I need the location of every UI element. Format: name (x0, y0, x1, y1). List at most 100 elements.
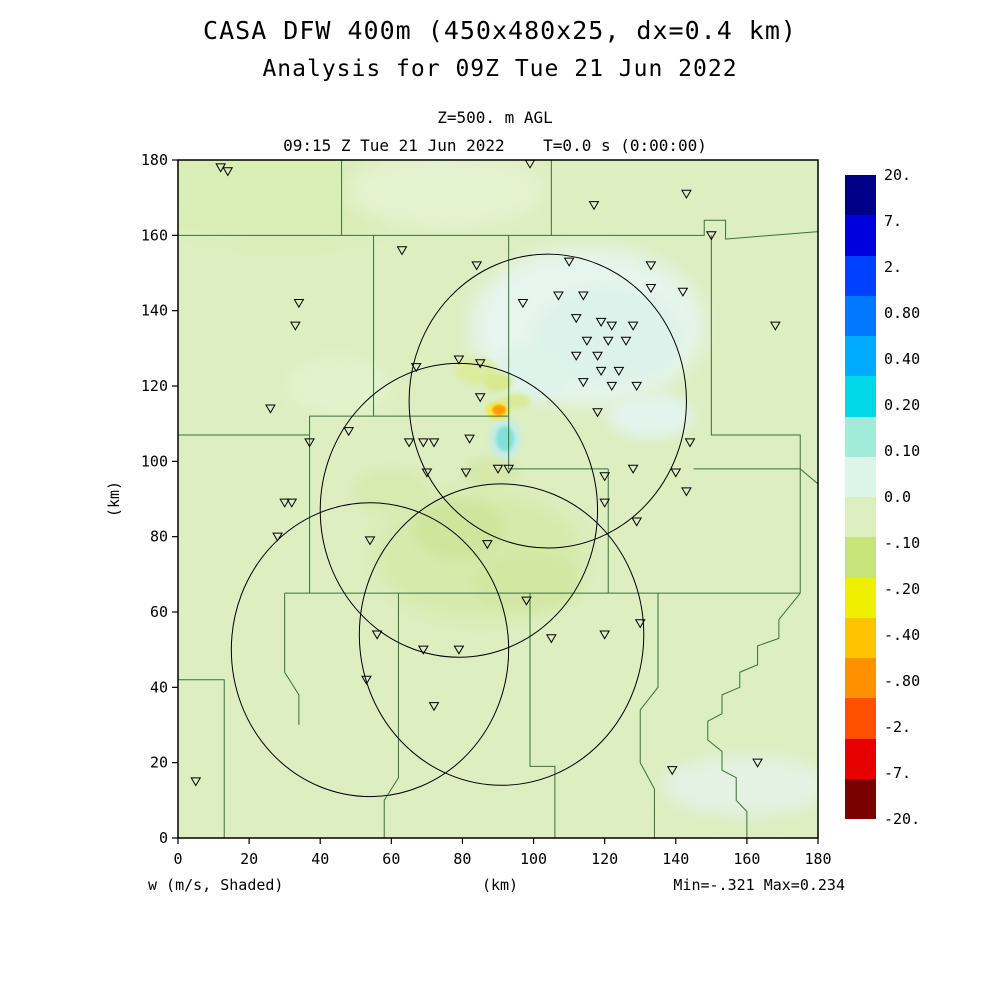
station-marker (595, 317, 607, 328)
map-field (178, 160, 818, 838)
colorbar-segment (845, 456, 876, 497)
station-marker (595, 366, 607, 376)
station-marker (570, 314, 582, 324)
station-marker (606, 321, 618, 331)
colorbar-label: -7. (884, 764, 912, 782)
county-boundary (707, 592, 801, 838)
valid-time-label: 09:15 Z Tue 21 Jun 2022 T=0.0 s (0:00:00… (283, 136, 707, 155)
station-marker (681, 189, 692, 199)
x-tick-label: 80 (453, 850, 471, 868)
station-marker (474, 393, 486, 403)
colorbar (845, 175, 876, 819)
station-marker (631, 381, 643, 392)
colorbar-segment (845, 658, 876, 699)
station-marker (581, 336, 593, 346)
colorbar-label: 0.20 (884, 396, 921, 414)
shaded-region (494, 344, 573, 398)
station-marker (645, 261, 657, 271)
county-boundary (178, 219, 818, 240)
station-marker (670, 468, 682, 478)
x-tick-label: 140 (662, 850, 689, 868)
station-marker (599, 630, 611, 640)
station-marker (705, 231, 717, 241)
shaded-region (462, 457, 520, 488)
colorbar-segment (845, 295, 876, 336)
station-marker (634, 619, 646, 629)
x-tick-label: 40 (311, 850, 329, 868)
station-marker (681, 487, 692, 497)
station-marker (588, 201, 600, 211)
station-marker (361, 675, 372, 685)
x-tick-label: 60 (382, 850, 400, 868)
colorbar-label: 2. (884, 258, 903, 276)
station-marker (563, 257, 575, 267)
x-axis-label: (km) (481, 876, 519, 894)
county-boundary (284, 593, 300, 725)
station-marker (304, 438, 315, 448)
y-tick-label: 180 (141, 151, 168, 169)
y-axis-label: (km) (105, 480, 123, 518)
y-tick-label: 100 (141, 452, 168, 470)
station-marker (553, 291, 564, 301)
station-marker (428, 438, 440, 448)
station-marker (677, 287, 689, 297)
station-marker (577, 378, 589, 388)
y-tick-label: 80 (150, 528, 168, 546)
colorbar-segment (845, 336, 876, 377)
station-marker (570, 351, 582, 361)
station-marker (190, 777, 202, 787)
shaded-region (483, 372, 513, 392)
station-marker (464, 434, 475, 444)
station-marker (592, 351, 603, 361)
station-marker (577, 291, 589, 301)
county-boundary (178, 679, 225, 838)
figure-subtitle: Analysis for 09Z Tue 21 Jun 2022 (262, 56, 738, 82)
colorbar-label: 20. (884, 166, 912, 184)
shaded-region (661, 755, 818, 816)
colorbar-segment (845, 537, 876, 578)
colorbar-label: 0.40 (884, 350, 921, 368)
colorbar-segment (845, 698, 876, 739)
station-marker (428, 702, 440, 712)
shaded-variable-label: w (m/s, Shaded) (148, 876, 284, 894)
colorbar-segment (845, 175, 876, 216)
colorbar-label: -.80 (884, 672, 921, 690)
shaded-region (608, 393, 694, 439)
station-marker (222, 167, 234, 177)
colorbar-label: 0.0 (884, 488, 912, 506)
station-marker (364, 536, 376, 546)
station-marker (592, 408, 603, 418)
county-boundary (799, 468, 818, 485)
station-marker (631, 517, 643, 527)
shaded-region (284, 355, 392, 417)
shaded-region (345, 160, 545, 228)
shaded-region (473, 551, 580, 612)
colorbar-label: 7. (884, 212, 903, 230)
station-marker (769, 321, 781, 331)
station-marker (492, 464, 504, 474)
colorbar-label: -20. (884, 810, 921, 828)
county-boundary (178, 415, 374, 436)
colorbar-segment (845, 376, 876, 417)
station-marker (371, 630, 383, 640)
colorbar-label: -.20 (884, 580, 921, 598)
colorbar-label: -.40 (884, 626, 921, 644)
radar-range-circle (230, 502, 510, 798)
colorbar-label: 0.10 (884, 442, 921, 460)
shaded-region (495, 425, 515, 452)
y-tick-label: 40 (150, 678, 168, 696)
station-marker (417, 438, 429, 448)
station-marker (752, 758, 763, 768)
y-tick-label: 0 (159, 829, 168, 847)
station-marker (272, 532, 283, 542)
station-marker (517, 299, 529, 309)
county-boundary (710, 235, 801, 594)
station-marker (265, 404, 276, 414)
station-marker (460, 468, 472, 478)
station-marker (410, 363, 422, 373)
colorbar-segment (845, 416, 876, 457)
station-marker (293, 299, 305, 309)
station-marker (481, 540, 493, 550)
station-marker (627, 464, 639, 474)
